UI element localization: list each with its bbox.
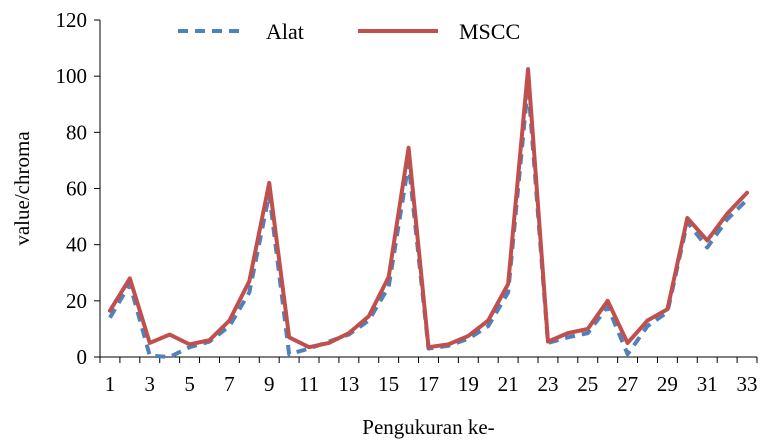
y-tick-label: 60 [66, 177, 87, 201]
y-tick-label: 80 [66, 120, 87, 144]
legend-label-alat: Alat [266, 19, 304, 44]
x-tick-label: 25 [577, 372, 598, 396]
x-tick-label: 31 [697, 372, 718, 396]
y-tick-label: 0 [77, 345, 88, 369]
x-tick-label: 15 [378, 372, 399, 396]
x-tick-label: 3 [145, 372, 156, 396]
series-line-mscc [107, 67, 750, 350]
x-tick-label: 19 [458, 372, 479, 396]
x-tick-label: 11 [299, 372, 319, 396]
y-axis-title: value/chroma [10, 131, 34, 246]
axes [99, 20, 757, 358]
y-tick-label: 20 [66, 289, 87, 313]
legend-label-mscc: MSCC [459, 19, 520, 44]
series-layer [107, 67, 750, 359]
y-tick-label: 120 [56, 8, 88, 32]
x-tick-label: 7 [224, 372, 235, 396]
x-ticks: 1 3 5 7 9 11 13 15 17 19 21 23 25 27 29 31 33 [99, 357, 758, 396]
x-tick-label: 13 [338, 372, 359, 396]
x-tick-label: 29 [657, 372, 678, 396]
x-tick-label: 33 [737, 372, 758, 396]
x-axis-title: Pengukuran ke- [362, 415, 494, 439]
x-tick-label: 17 [418, 372, 439, 396]
legend: Alat MSCC [178, 19, 520, 44]
x-tick-label: 1 [105, 372, 116, 396]
x-tick-label: 23 [537, 372, 558, 396]
y-ticks: 0 20 40 60 80 100 120 [56, 8, 100, 369]
y-tick-label: 40 [66, 233, 87, 257]
x-tick-label: 9 [264, 372, 275, 396]
x-tick-label: 27 [617, 372, 638, 396]
x-tick-label: 5 [184, 372, 195, 396]
y-tick-label: 100 [56, 64, 88, 88]
x-tick-label: 21 [498, 372, 519, 396]
